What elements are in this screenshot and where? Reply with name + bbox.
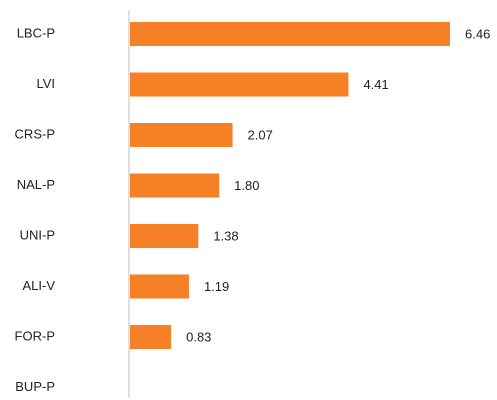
category-label: UNI-P <box>20 227 55 242</box>
data-label: 1.38 <box>213 228 238 243</box>
category-label: LBC-P <box>17 25 55 40</box>
bar <box>130 123 233 147</box>
category-label: CRS-P <box>15 126 55 141</box>
data-label: 2.07 <box>248 127 273 142</box>
data-label: 4.41 <box>363 77 388 92</box>
category-label: FOR-P <box>15 328 55 343</box>
data-label: 0.83 <box>186 329 211 344</box>
bar <box>130 274 189 299</box>
bar <box>130 224 199 248</box>
data-label: 1.80 <box>234 178 259 193</box>
bar <box>130 173 220 198</box>
bar <box>130 325 172 349</box>
data-label: 1.19 <box>204 279 229 294</box>
category-label: ALI-V <box>22 278 55 293</box>
category-label: NAL-P <box>17 177 55 192</box>
category-label: LVI <box>36 76 55 91</box>
bar <box>130 72 349 97</box>
category-label: BUP-P <box>15 379 55 394</box>
bar <box>130 22 450 46</box>
data-label: 6.46 <box>465 26 490 41</box>
